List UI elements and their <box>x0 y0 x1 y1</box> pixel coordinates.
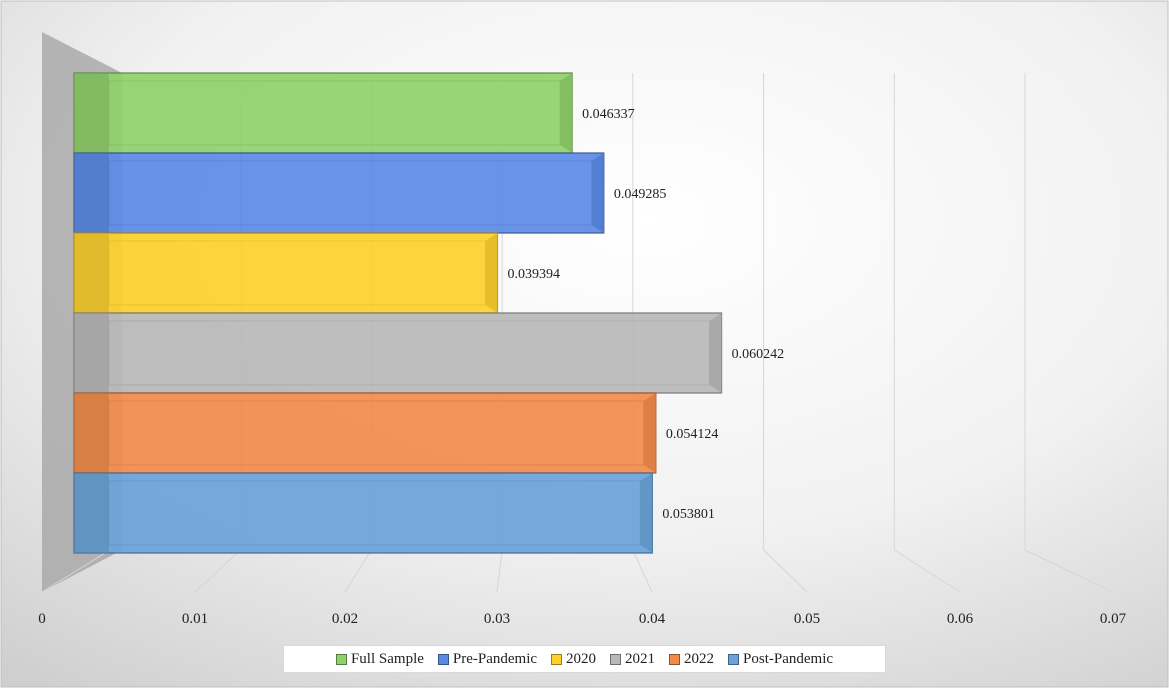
bar-front <box>73 152 605 234</box>
data-label: 0.046337 <box>582 107 635 122</box>
bar-front <box>73 72 573 154</box>
bar-end-cap <box>709 313 722 393</box>
legend-label: Full Sample <box>350 650 424 667</box>
gridline-floor <box>496 549 503 593</box>
bar-shadow <box>74 153 109 233</box>
x-tick-label: 0.06 <box>947 611 974 627</box>
legend-item: 2022 <box>669 651 714 668</box>
bar-front <box>73 312 723 394</box>
x-tick-label: 0.02 <box>332 611 358 627</box>
bar-end-cap <box>591 153 604 233</box>
legend-swatch <box>610 653 622 665</box>
legend-label: 2020 <box>566 650 597 667</box>
gridline-floor <box>763 549 808 593</box>
legend-item: 2021 <box>610 651 655 668</box>
bar-front <box>73 232 499 314</box>
legend-swatch <box>551 653 563 665</box>
bar-shadow <box>74 473 109 553</box>
x-tick-label: 0.05 <box>794 611 820 627</box>
legend-label: Pre-Pandemic <box>452 650 538 667</box>
bar-end-cap <box>560 73 573 153</box>
bar-2021 <box>73 312 723 394</box>
gridline-floor <box>1024 549 1114 593</box>
bar-end-cap <box>640 473 653 553</box>
data-label: 0.053801 <box>662 507 715 522</box>
bar-full-sample <box>73 72 573 154</box>
data-label: 0.039394 <box>507 267 559 282</box>
data-label: 0.054124 <box>666 427 719 442</box>
gridline-floor <box>41 549 111 593</box>
chart-legend: Full Sample Pre-Pandemic 2020 2021 2022 Post-… <box>283 645 886 673</box>
gridline-floor <box>194 549 242 593</box>
legend-label: 2022 <box>684 650 715 667</box>
x-tick-label: 0 <box>38 611 46 627</box>
bar-front <box>73 392 657 474</box>
bar-end-cap <box>643 393 656 473</box>
legend-swatch <box>728 653 740 665</box>
x-tick-label: 0.04 <box>639 611 666 627</box>
bar-shadow <box>74 73 109 153</box>
bar-front <box>73 472 653 554</box>
gridline-floor <box>894 549 961 593</box>
bar-2022 <box>73 392 657 474</box>
legend-label: Post-Pandemic <box>743 650 834 667</box>
bar-pre-pandemic <box>73 152 605 234</box>
legend-swatch <box>669 653 681 665</box>
bar-shadow <box>74 233 109 313</box>
bar-post-pandemic <box>73 472 653 554</box>
x-tick-label: 0.07 <box>1100 611 1127 627</box>
legend-item: Pre-Pandemic <box>437 650 538 668</box>
x-tick-label: 0.01 <box>182 611 208 627</box>
data-label: 0.049285 <box>614 187 667 202</box>
legend-swatch <box>335 653 347 665</box>
bar-2020 <box>73 232 499 314</box>
legend-item: Post-Pandemic <box>728 651 833 668</box>
legend-swatch <box>437 653 449 665</box>
legend-item: 2020 <box>551 651 596 668</box>
legend-label: 2021 <box>625 650 656 667</box>
gridline-floor <box>344 549 372 593</box>
data-label: 0.060242 <box>732 347 785 362</box>
legend-item: Full Sample <box>335 650 424 668</box>
gridline-floor <box>632 549 653 593</box>
bar-end-cap <box>485 233 498 313</box>
bar-shadow <box>74 313 109 393</box>
x-tick-label: 0.03 <box>484 611 510 627</box>
bar-shadow <box>74 393 109 473</box>
